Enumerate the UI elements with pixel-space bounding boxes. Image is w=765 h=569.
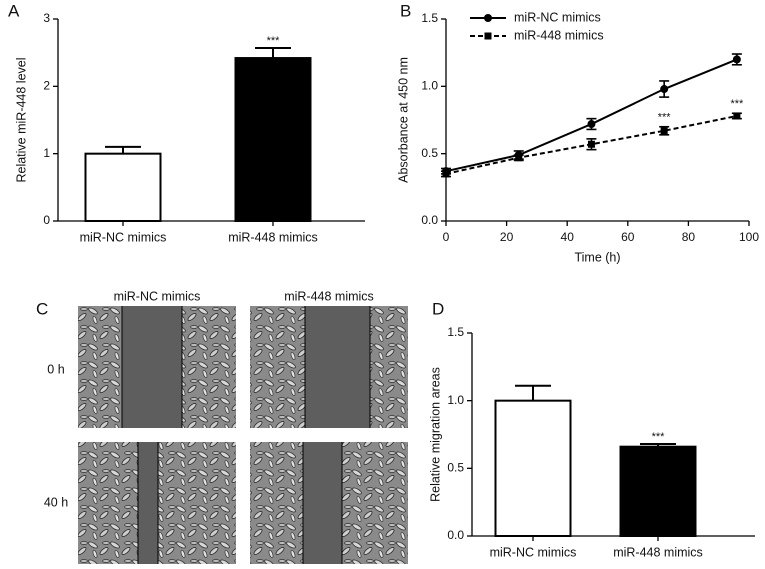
x-tick-label: miR-NC mimics	[490, 545, 577, 559]
significance: ***	[267, 35, 281, 47]
significance: ***	[658, 112, 672, 124]
y-tick-label: 0.0	[421, 213, 438, 227]
column-label: miR-448 mimics	[284, 289, 374, 303]
significance: ***	[730, 98, 744, 110]
series-line	[445, 58, 738, 173]
row-label: 0 h	[47, 362, 64, 376]
bar	[619, 445, 697, 537]
x-tick-label: 80	[682, 230, 696, 244]
bar	[234, 57, 312, 223]
x-tick-label: 20	[500, 230, 514, 244]
x-tick-label: 40	[561, 230, 575, 244]
row-label: 40 h	[44, 495, 68, 509]
panel-label: D	[432, 299, 444, 318]
x-tick-label: 60	[621, 230, 635, 244]
y-tick-label: 1.0	[447, 393, 464, 407]
y-tick-label: 0.5	[421, 146, 438, 160]
x-tick-label: miR-NC mimics	[80, 230, 167, 244]
bar	[494, 399, 572, 537]
point	[660, 85, 669, 94]
y-tick-label: 0.0	[447, 528, 464, 542]
point	[587, 120, 596, 129]
y-axis-label: Relative migration areas	[428, 367, 442, 502]
x-tick-label: 0	[443, 230, 450, 244]
x-axis-label: Time (h)	[574, 250, 620, 264]
x-tick-label: miR-448 mimics	[228, 230, 318, 244]
legend-label: miR-448 mimics	[514, 28, 604, 42]
x-tick-label: miR-448 mimics	[613, 545, 703, 559]
y-axis-label: Relative miR-448 level	[14, 57, 28, 182]
bar	[84, 152, 162, 223]
column-label: miR-NC mimics	[114, 289, 201, 303]
panel-label: B	[400, 1, 411, 20]
y-tick-label: 3	[43, 11, 50, 25]
panel-label: C	[36, 299, 48, 318]
point	[515, 154, 523, 162]
legend-marker	[484, 32, 492, 40]
panel-label: A	[8, 1, 20, 20]
y-tick-label: 2	[43, 79, 50, 93]
y-tick-label: 1.5	[421, 11, 438, 25]
legend-marker	[484, 14, 492, 22]
y-tick-label: 1	[43, 146, 50, 160]
legend-label: miR-NC mimics	[514, 10, 601, 24]
x-tick-label: 100	[739, 230, 759, 244]
significance: ***	[652, 431, 666, 443]
point	[660, 127, 668, 135]
point	[733, 112, 741, 120]
y-axis-label: Absorbance at 450 nm	[396, 57, 410, 183]
y-tick-label: 1.0	[421, 79, 438, 93]
point	[442, 170, 450, 178]
y-tick-label: 1.5	[447, 325, 464, 339]
y-tick-label: 0	[43, 213, 50, 227]
micrographs: miR-NC mimics miR-448 mimics 0 h 40 h	[44, 289, 408, 564]
y-tick-label: 0.5	[447, 461, 464, 475]
point	[587, 140, 595, 148]
point	[732, 55, 741, 64]
